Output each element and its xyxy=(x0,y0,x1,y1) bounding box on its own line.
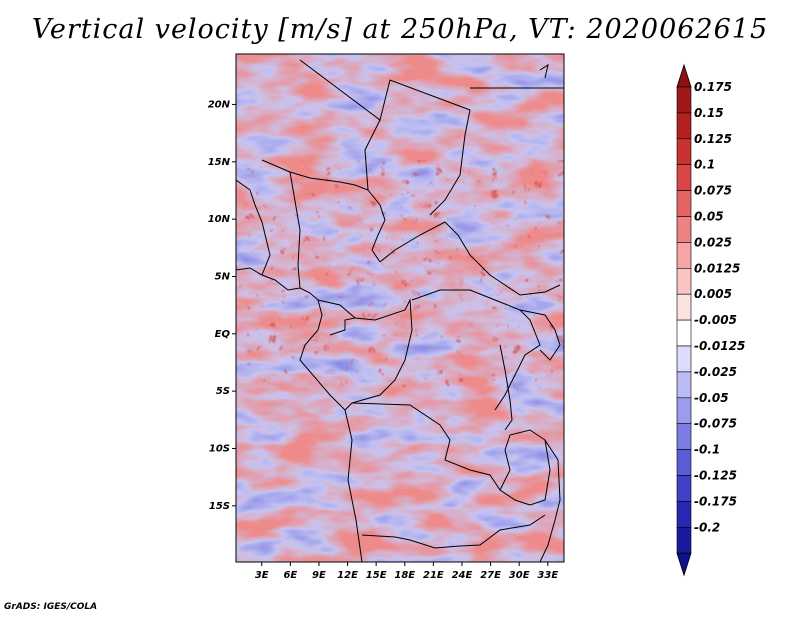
lon-tick-label: 12E xyxy=(337,570,358,581)
colorbar-swatch xyxy=(676,267,692,295)
colorbar-swatch xyxy=(676,112,692,140)
lon-tick-label: 9E xyxy=(312,570,326,581)
colorbar-label: 0.15 xyxy=(694,106,724,120)
colorbar-label: 0.125 xyxy=(694,132,732,146)
lat-tick-label: EQ xyxy=(215,329,231,340)
colorbar-swatch xyxy=(676,293,692,321)
lat-tick-label: 15S xyxy=(209,501,230,512)
latitude-axis: 20N 15N 10N 5N EQ 5S 10S 15S xyxy=(208,99,236,512)
lon-tick-label: 3E xyxy=(255,570,269,581)
colorbar-swatch xyxy=(676,216,692,243)
colorbar-label: -0.025 xyxy=(694,365,737,379)
colorbar-label: 0.0125 xyxy=(694,261,740,275)
lon-tick-label: 21E xyxy=(423,570,444,581)
colorbar-swatch xyxy=(676,164,692,191)
colorbar-label: 0.025 xyxy=(694,235,732,249)
lat-tick-label: 10N xyxy=(208,214,231,225)
map-frame xyxy=(235,53,565,563)
colorbar-swatch xyxy=(676,345,692,373)
colorbar-swatch xyxy=(676,242,692,269)
colorbar-swatch xyxy=(676,475,692,502)
colorbar-swatch xyxy=(676,526,692,554)
colorbar-label: -0.005 xyxy=(694,313,737,327)
colorbar-label: -0.0125 xyxy=(694,339,745,353)
lon-tick-label: 30E xyxy=(509,570,530,581)
colorbar-swatch xyxy=(676,319,692,347)
colorbar-swatch xyxy=(676,397,692,424)
vertical-velocity-field xyxy=(236,54,564,562)
lon-tick-label: 24E xyxy=(452,570,473,581)
colorbar-bottom-arrow xyxy=(676,552,692,577)
colorbar-label: 0.005 xyxy=(694,287,732,301)
lon-tick-label: 27E xyxy=(480,570,501,581)
colorbar-label: 0.1 xyxy=(694,158,715,172)
colorbar: 0.175 0.15 0.125 0.1 0.075 0.05 0.025 0.0125 0.0… xyxy=(676,63,745,577)
colorbar-swatch xyxy=(676,449,692,476)
colorbar-label: -0.2 xyxy=(694,520,720,534)
lon-tick-label: 15E xyxy=(366,570,387,581)
colorbar-label: -0.125 xyxy=(694,469,737,483)
colorbar-label: -0.175 xyxy=(694,494,737,508)
longitude-axis: 3E 6E 9E 12E 15E 18E 21E 24E 27E 30E 33E xyxy=(255,562,558,581)
colorbar-label: -0.05 xyxy=(694,391,729,405)
chart-title: Vertical velocity [m/s] at 250hPa, VT: 2… xyxy=(31,14,769,45)
lat-tick-label: 20N xyxy=(208,99,231,110)
colorbar-swatch xyxy=(676,86,692,114)
colorbar-swatch xyxy=(676,190,692,217)
colorbar-label: 0.175 xyxy=(694,80,732,94)
colorbar-label: 0.05 xyxy=(694,210,724,224)
colorbar-swatch xyxy=(676,138,692,166)
colorbar-top-arrow xyxy=(676,63,692,88)
lon-tick-label: 6E xyxy=(283,570,297,581)
lat-tick-label: 15N xyxy=(208,157,231,168)
country-borders xyxy=(236,59,564,562)
colorbar-label: -0.1 xyxy=(694,443,720,457)
lon-tick-label: 18E xyxy=(394,570,415,581)
lat-tick-label: 10S xyxy=(209,443,230,454)
footer-credit: GrADS: IGES/COLA xyxy=(4,602,98,612)
lon-tick-label: 33E xyxy=(537,570,558,581)
colorbar-swatch xyxy=(676,501,692,528)
colorbar-label: 0.075 xyxy=(694,184,732,198)
colorbar-swatch xyxy=(676,371,692,399)
colorbar-swatch xyxy=(676,423,692,450)
lat-tick-label: 5N xyxy=(215,271,231,282)
lat-tick-label: 5S xyxy=(216,386,230,397)
colorbar-label: -0.075 xyxy=(694,417,737,431)
